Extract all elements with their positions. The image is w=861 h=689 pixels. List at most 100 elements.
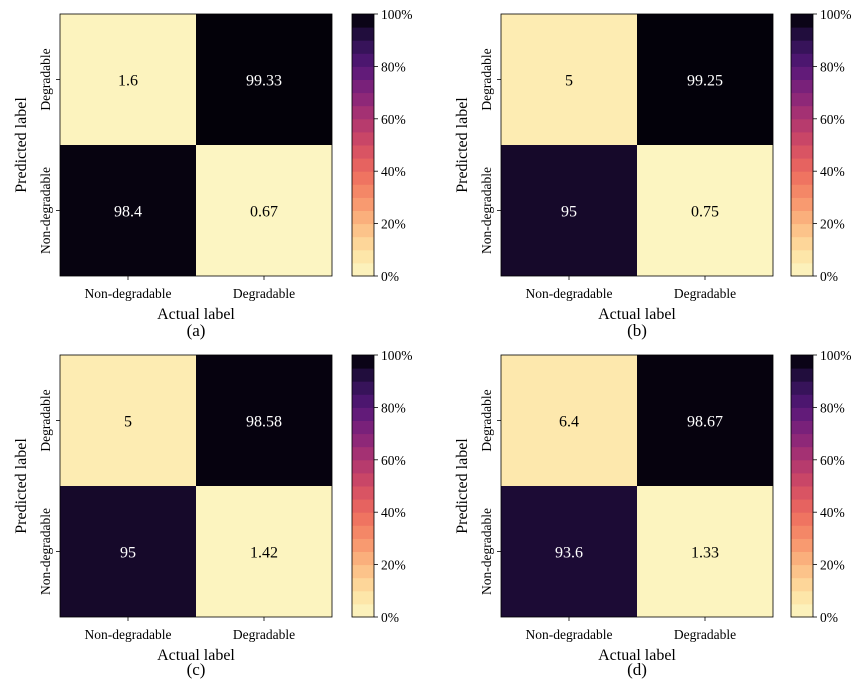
- y-tick-label: Non-degradable: [479, 167, 494, 254]
- colorbar-tick-label: 20%: [820, 217, 845, 232]
- colorbar-band: [352, 355, 374, 369]
- colorbar-frame: [351, 13, 375, 277]
- colorbar-tick-label: 80%: [820, 400, 845, 415]
- colorbar-band: [791, 158, 813, 172]
- confusion-matrix-panel-a: 1.6 99.33 98.4 0.67 Non-degradable Degradable…: [13, 7, 413, 340]
- colorbar-band: [352, 145, 374, 159]
- colorbar-tick-label: 60%: [381, 453, 406, 468]
- heatmap-cell: [637, 145, 773, 276]
- colorbar-tick-label: 0%: [820, 610, 838, 625]
- colorbar-tick-label: 40%: [381, 505, 406, 520]
- cell-value-label: 93.6: [555, 545, 583, 562]
- cell-value-label: 0.67: [250, 204, 278, 221]
- heatmap-cell: [196, 486, 332, 617]
- colorbar-tick-label: 60%: [381, 112, 406, 127]
- colorbar-band: [791, 512, 813, 526]
- panel-caption: (a): [187, 321, 206, 340]
- x-tick-label: Non-degradable: [85, 627, 172, 642]
- colorbar-band: [791, 590, 813, 605]
- colorbar-tick-label: 80%: [820, 59, 845, 74]
- heatmap-cell: [501, 486, 637, 617]
- y-tick-label: Degradable: [38, 389, 53, 451]
- confusion-matrix-panel-d: 6.4 98.67 93.6 1.33 Non-degradable Degradable…: [454, 348, 852, 679]
- colorbar-band: [791, 564, 813, 579]
- colorbar-band: [352, 262, 374, 277]
- heatmap-cell: [501, 145, 637, 276]
- colorbar-band: [791, 355, 813, 369]
- heatmap-frame: [59, 354, 333, 618]
- colorbar-band: [791, 210, 813, 225]
- colorbar-band: [352, 446, 374, 461]
- cell-value-label: 1.6: [118, 73, 138, 90]
- panel-caption: (b): [627, 321, 647, 340]
- heatmap-cell: [60, 145, 196, 276]
- colorbar-band: [791, 420, 813, 435]
- colorbar-frame: [790, 354, 814, 618]
- colorbar-band: [352, 564, 374, 579]
- cell-value-label: 99.33: [246, 73, 282, 90]
- colorbar-band: [791, 262, 813, 277]
- y-tick-label: Non-degradable: [38, 508, 53, 595]
- x-axis-label: Actual label: [157, 306, 235, 323]
- colorbar-band: [352, 381, 374, 395]
- x-tick-label: Degradable: [674, 627, 736, 642]
- colorbar-band: [791, 40, 813, 54]
- x-tick-label: Non-degradable: [85, 286, 172, 301]
- colorbar-band: [791, 145, 813, 159]
- confusion-matrix-panel-c: 5 98.58 95 1.42 Non-degradable Degradable Degr…: [13, 348, 413, 679]
- y-tick-label: Degradable: [38, 48, 53, 110]
- x-tick-label: Degradable: [233, 627, 295, 642]
- colorbar-tick-label: 100%: [820, 348, 852, 363]
- colorbar-band: [352, 407, 374, 421]
- colorbar-band: [791, 118, 813, 133]
- colorbar-band: [791, 14, 813, 28]
- colorbar-tick-label: 20%: [381, 558, 406, 573]
- colorbar-band: [791, 236, 813, 251]
- colorbar-band: [791, 197, 813, 211]
- colorbar-band: [791, 92, 813, 107]
- colorbar-band: [791, 105, 813, 120]
- colorbar-band: [791, 381, 813, 395]
- cell-value-label: 98.58: [246, 414, 282, 431]
- colorbar-band: [352, 27, 374, 41]
- colorbar-band: [791, 368, 813, 382]
- colorbar-band: [352, 40, 374, 54]
- colorbar-band: [791, 525, 813, 539]
- colorbar-frame: [351, 354, 375, 618]
- colorbar-band: [352, 368, 374, 382]
- colorbar-band: [791, 66, 813, 80]
- y-axis-label: Predicted label: [13, 438, 30, 534]
- colorbar-band: [352, 525, 374, 539]
- cell-value-label: 95: [561, 204, 577, 221]
- heatmap-frame: [59, 13, 333, 277]
- colorbar-band: [352, 459, 374, 474]
- colorbar-band: [352, 394, 374, 408]
- colorbar-band: [791, 538, 813, 552]
- colorbar-tick-label: 0%: [381, 269, 399, 284]
- colorbar-band: [352, 486, 374, 500]
- colorbar-band: [352, 249, 374, 264]
- colorbar-band: [352, 158, 374, 172]
- colorbar-band: [352, 420, 374, 435]
- panel-caption: (c): [187, 660, 206, 679]
- colorbar-band: [352, 184, 374, 198]
- heatmap-cell: [196, 145, 332, 276]
- x-axis-label: Actual label: [157, 647, 235, 664]
- colorbar-frame: [790, 13, 814, 277]
- colorbar-tick-label: 100%: [820, 7, 852, 22]
- cell-value-label: 1.42: [250, 545, 278, 562]
- heatmap-cell: [501, 14, 637, 145]
- colorbar-band: [352, 131, 374, 146]
- cell-value-label: 5: [565, 73, 573, 90]
- x-tick-label: Non-degradable: [526, 286, 613, 301]
- cell-value-label: 99.25: [687, 73, 723, 90]
- colorbar-band: [352, 512, 374, 526]
- colorbar-band: [791, 486, 813, 500]
- colorbar-band: [791, 394, 813, 408]
- colorbar-band: [352, 197, 374, 211]
- colorbar-tick-label: 20%: [820, 558, 845, 573]
- colorbar-band: [791, 79, 813, 94]
- heatmap-cell: [60, 14, 196, 145]
- colorbar-band: [352, 92, 374, 107]
- colorbar-tick-label: 0%: [381, 610, 399, 625]
